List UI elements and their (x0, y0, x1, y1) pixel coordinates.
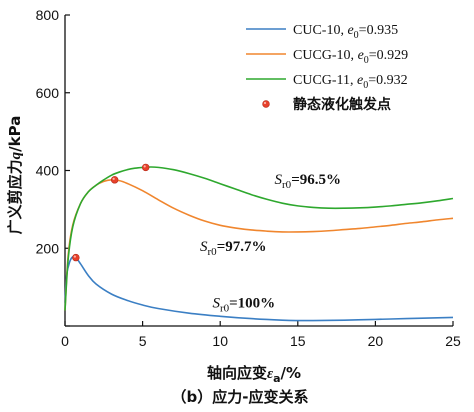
trigger-point (72, 253, 80, 262)
axis-ticks: 0 5 10 15 20 25 200 400 600 800 (36, 7, 461, 349)
x-tick-label: 0 (61, 333, 69, 349)
legend-label: 静态液化触发点 (293, 96, 391, 113)
y-tick-label: 400 (36, 163, 60, 179)
legend-entry-1: CUC-10, e0=0.935 (246, 23, 398, 41)
legend-entry-trigger-points: 静态液化触发点 (262, 96, 391, 113)
figure-caption: （b）应力-应变关系 (172, 388, 309, 406)
legend-entry-3: CUCG-11, e0=0.932 (246, 73, 408, 91)
y-tick-label: 800 (36, 7, 60, 23)
trigger-point (142, 163, 150, 172)
annotations-layer: Sr0=96.5% Sr0=97.7% Sr0=100% (200, 172, 341, 314)
legend: CUC-10, e0=0.935 CUCG-10, e0=0.929 CUCG-11… (246, 23, 408, 113)
legend-label: CUCG-10, e0=0.929 (293, 48, 408, 66)
saturation-annotation: Sr0=96.5% (275, 172, 341, 191)
trigger-points-layer (72, 163, 150, 262)
y-axis-title: 广义剪应力q/kPa (6, 116, 24, 235)
y-tick-label: 600 (36, 85, 60, 101)
x-tick-label: 5 (139, 333, 147, 349)
x-tick-label: 15 (290, 333, 306, 349)
saturation-annotation: Sr0=97.7% (200, 239, 266, 258)
legend-entry-2: CUCG-10, e0=0.929 (246, 48, 408, 66)
legend-label: CUC-10, e0=0.935 (293, 23, 398, 41)
x-tick-label: 25 (445, 333, 461, 349)
saturation-annotation: Sr0=100% (212, 295, 275, 314)
legend-point-marker (262, 100, 270, 108)
y-tick-label: 200 (36, 240, 60, 256)
x-axis-title: 轴向应变εa/% (207, 364, 301, 385)
trigger-point (110, 176, 119, 184)
x-tick-label: 10 (212, 333, 228, 349)
legend-label: CUCG-11, e0=0.932 (293, 73, 408, 91)
series-line-3 (64, 166, 454, 311)
x-tick-label: 20 (368, 333, 384, 349)
